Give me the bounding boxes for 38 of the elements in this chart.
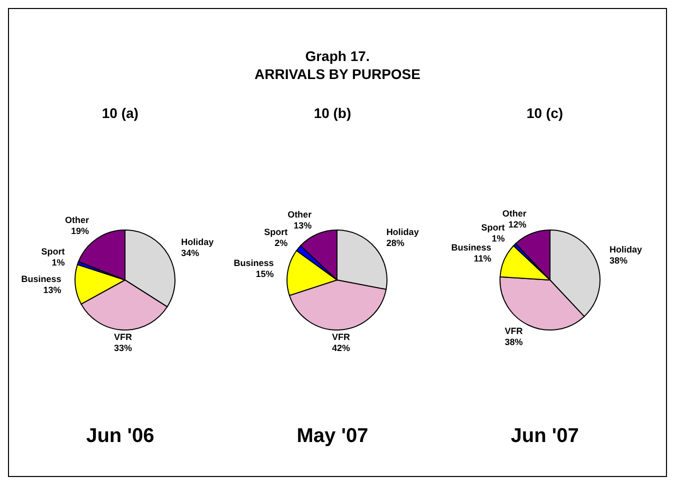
data-label: 2% [275, 238, 288, 248]
data-label: 11% [474, 254, 492, 264]
chart-title: 10 (b) [312, 105, 352, 123]
slice-label: Business [234, 258, 274, 268]
slice-label: Holiday [181, 237, 214, 248]
slice-label: Other [65, 215, 90, 226]
text: May '07 [296, 425, 370, 448]
data-label: 1% [492, 234, 505, 244]
chart-title: 10 (a) [100, 105, 140, 123]
slice-label: Sport [481, 222, 505, 233]
data-label: 12% [508, 219, 526, 230]
chart-title: 10 (c) [526, 105, 564, 123]
data-label: 42% [332, 342, 351, 353]
data-label: 13% [43, 285, 62, 296]
data-label: 33% [114, 342, 132, 353]
data-label: 38% [504, 336, 523, 347]
caption: Graph 17. [304, 47, 371, 65]
data-label: 28% [386, 238, 405, 248]
slice-label: Sport [264, 227, 288, 238]
data-label: 19% [71, 226, 90, 236]
slice-label: Sport [41, 246, 65, 256]
slice-label: Business [451, 242, 492, 253]
slice-label: VFR [504, 326, 524, 336]
text: Jun '06 [85, 425, 156, 448]
text: ARRIVALS BY PURPOSE [254, 65, 422, 83]
slice-label: Other [288, 209, 313, 220]
slice-label: Holiday [386, 227, 420, 238]
slice-label: VFR [114, 332, 133, 342]
slice-label: Business [21, 274, 62, 284]
data-label: 15% [256, 268, 274, 279]
slice-label: Other [502, 208, 527, 218]
text: Jun '07 [510, 425, 580, 448]
data-label: 1% [52, 257, 65, 268]
slice-label: Holiday [609, 244, 642, 254]
data-label: 34% [181, 248, 200, 258]
slice-label: VFR [332, 332, 352, 342]
data-label: 38% [609, 255, 628, 266]
data-label: 13% [294, 220, 312, 230]
